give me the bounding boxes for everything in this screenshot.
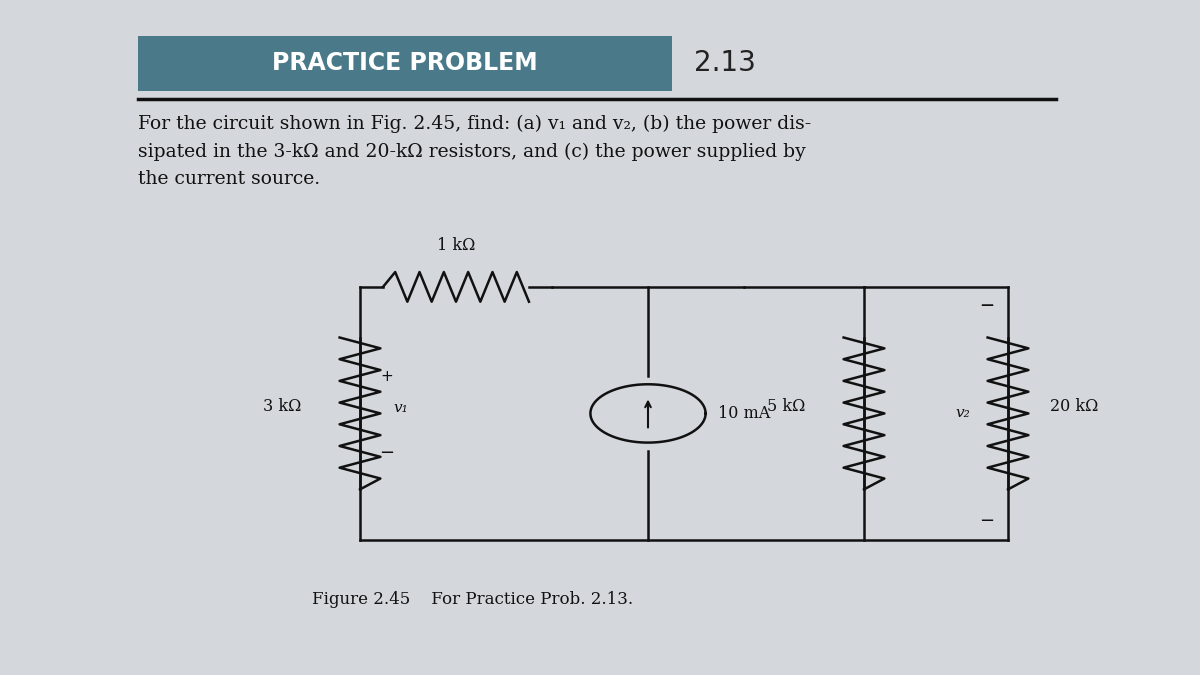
Text: −: − <box>979 512 994 530</box>
Text: 1 kΩ: 1 kΩ <box>437 236 475 254</box>
Text: −: − <box>979 297 994 315</box>
Text: +: + <box>380 369 392 384</box>
Text: v₂: v₂ <box>955 406 970 421</box>
Text: 2.13: 2.13 <box>694 49 756 78</box>
FancyBboxPatch shape <box>138 36 672 91</box>
Text: −: − <box>379 443 394 462</box>
Text: 20 kΩ: 20 kΩ <box>1050 398 1098 415</box>
Text: 3 kΩ: 3 kΩ <box>263 398 301 415</box>
Text: For the circuit shown in Fig. 2.45, find: (a) v₁ and v₂, (b) the power dis-
sipa: For the circuit shown in Fig. 2.45, find… <box>138 115 811 188</box>
Text: PRACTICE PROBLEM: PRACTICE PROBLEM <box>272 51 538 76</box>
Text: 5 kΩ: 5 kΩ <box>767 398 805 415</box>
Text: −: − <box>979 297 994 315</box>
Text: v₁: v₁ <box>394 401 408 415</box>
Text: 10 mA: 10 mA <box>718 405 770 422</box>
Text: Figure 2.45    For Practice Prob. 2.13.: Figure 2.45 For Practice Prob. 2.13. <box>312 591 634 608</box>
